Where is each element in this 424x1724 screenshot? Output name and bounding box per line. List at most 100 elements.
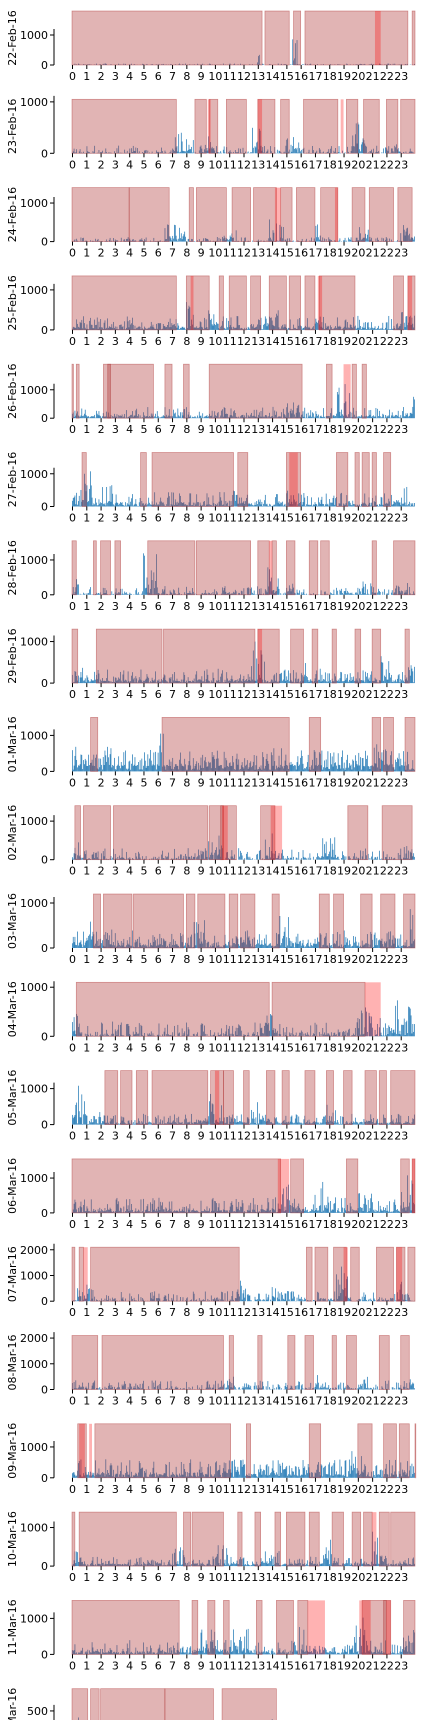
activity-bar bbox=[288, 858, 289, 860]
shaded-period bbox=[355, 629, 361, 683]
shaded-period bbox=[72, 99, 176, 153]
activity-bar bbox=[93, 503, 94, 506]
activity-bar bbox=[370, 681, 371, 683]
activity-bar bbox=[364, 682, 365, 683]
activity-bar bbox=[396, 500, 397, 506]
activity-bar bbox=[370, 329, 371, 330]
activity-bar bbox=[383, 148, 384, 153]
activity-bar bbox=[175, 225, 176, 241]
activity-bar bbox=[98, 593, 99, 595]
x-tick-label: 1 bbox=[83, 865, 90, 878]
shaded-period bbox=[141, 453, 147, 507]
activity-bar bbox=[375, 416, 376, 418]
activity-bar bbox=[227, 945, 228, 948]
shaded-period bbox=[82, 453, 86, 507]
activity-bar bbox=[361, 144, 362, 153]
activity-bar bbox=[147, 577, 148, 594]
activity-bar bbox=[368, 766, 369, 771]
activity-bar bbox=[363, 582, 364, 595]
x-tick-label: 20 bbox=[351, 423, 365, 436]
activity-bar bbox=[309, 682, 310, 683]
x-tick-label: 18 bbox=[323, 600, 337, 613]
activity-bar bbox=[402, 411, 403, 418]
x-tick-label: 3 bbox=[112, 688, 119, 701]
highlight-period bbox=[341, 99, 344, 153]
activity-bar bbox=[316, 226, 317, 242]
activity-bar bbox=[379, 851, 380, 860]
x-tick-label: 1 bbox=[83, 423, 90, 436]
activity-bar bbox=[322, 417, 323, 418]
x-tick-label: 8 bbox=[183, 865, 190, 878]
activity-bar bbox=[340, 765, 341, 771]
activity-bar bbox=[362, 680, 363, 683]
activity-bar bbox=[181, 328, 182, 330]
x-tick-label: 15 bbox=[280, 953, 294, 966]
activity-bar bbox=[359, 149, 360, 153]
activity-bar bbox=[406, 415, 407, 418]
activity-bar bbox=[413, 853, 414, 859]
activity-bar bbox=[382, 505, 383, 507]
activity-bar bbox=[403, 681, 404, 683]
activity-bar bbox=[382, 152, 383, 153]
x-tick-label: 15 bbox=[280, 70, 294, 83]
activity-bar bbox=[394, 681, 395, 683]
activity-bar bbox=[412, 669, 413, 683]
activity-bar bbox=[308, 413, 309, 419]
activity-bar bbox=[228, 321, 229, 330]
activity-bar bbox=[398, 500, 399, 506]
x-tick-label: 13 bbox=[251, 776, 265, 789]
activity-bar bbox=[393, 681, 394, 684]
panel-date-label: 03-Mar-16 bbox=[6, 893, 19, 949]
activity-bar bbox=[99, 499, 100, 506]
activity-bar bbox=[89, 417, 90, 418]
activity-bar bbox=[99, 504, 100, 507]
activity-bar bbox=[293, 943, 294, 948]
x-tick-label: 11 bbox=[223, 158, 237, 171]
activity-bar bbox=[394, 770, 395, 772]
x-tick-label: 5 bbox=[140, 70, 147, 83]
activity-bar bbox=[182, 141, 183, 153]
x-tick-label: 14 bbox=[266, 776, 280, 789]
y-tick-label: 1000 bbox=[20, 897, 48, 910]
activity-bar bbox=[120, 502, 121, 506]
activity-bar bbox=[411, 413, 412, 418]
x-tick-label: 14 bbox=[266, 70, 280, 83]
activity-bar bbox=[280, 593, 281, 595]
x-tick-label: 9 bbox=[198, 600, 205, 613]
activity-bar bbox=[317, 938, 318, 948]
activity-bar bbox=[410, 676, 411, 683]
shaded-period bbox=[309, 717, 320, 771]
activity-bar bbox=[264, 938, 265, 948]
activity-bar bbox=[314, 944, 315, 948]
activity-bar bbox=[377, 592, 378, 594]
x-tick-label: 5 bbox=[140, 953, 147, 966]
activity-bar bbox=[93, 680, 94, 683]
activity-bar bbox=[177, 151, 178, 153]
activity-bar bbox=[321, 681, 322, 683]
x-tick-label: 19 bbox=[337, 423, 351, 436]
activity-bar bbox=[81, 944, 82, 948]
activity-bar bbox=[83, 760, 84, 771]
x-tick-label: 22 bbox=[380, 688, 394, 701]
activity-bar bbox=[282, 938, 283, 948]
x-tick-label: 19 bbox=[337, 512, 351, 525]
activity-bar bbox=[239, 857, 240, 860]
activity-bar bbox=[176, 417, 177, 419]
activity-bar bbox=[183, 236, 184, 241]
activity-bar bbox=[365, 584, 366, 595]
activity-bar bbox=[266, 319, 267, 330]
shaded-period bbox=[372, 717, 381, 771]
activity-bar bbox=[175, 413, 176, 419]
activity-bar bbox=[90, 681, 91, 683]
activity-bar bbox=[345, 674, 346, 683]
activity-bar bbox=[304, 328, 305, 330]
activity-bar bbox=[367, 323, 368, 330]
activity-bar bbox=[400, 152, 401, 154]
activity-bar bbox=[293, 766, 294, 771]
activity-bar bbox=[229, 239, 230, 241]
x-tick-label: 5 bbox=[140, 158, 147, 171]
activity-bar bbox=[108, 757, 109, 771]
x-tick-label: 11 bbox=[223, 865, 237, 878]
